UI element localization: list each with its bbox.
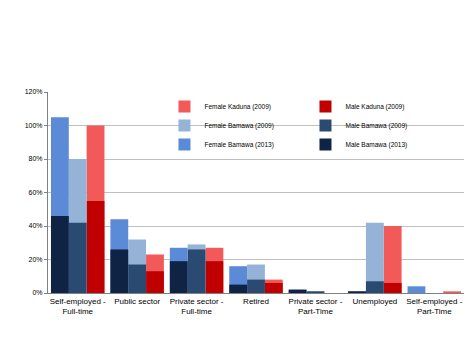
svg-text:Female Kaduna (2009): Female Kaduna (2009) bbox=[204, 103, 270, 111]
svg-text:Private sector -Part-Time: Private sector -Part-Time bbox=[289, 297, 343, 316]
svg-text:Female Bamawa (2009): Female Bamawa (2009) bbox=[204, 122, 273, 130]
svg-text:Self-employed -Part-Time: Self-employed -Part-Time bbox=[406, 297, 462, 316]
svg-text:80%: 80% bbox=[29, 155, 43, 162]
svg-text:Male Kaduna (2009): Male Kaduna (2009) bbox=[345, 103, 404, 111]
svg-text:40%: 40% bbox=[29, 222, 43, 229]
svg-text:Private sector -Full-time: Private sector -Full-time bbox=[170, 297, 224, 316]
svg-text:20%: 20% bbox=[29, 256, 43, 263]
svg-text:Public sector: Public sector bbox=[114, 297, 160, 306]
svg-text:Retired: Retired bbox=[243, 297, 269, 306]
svg-text:Unemployed: Unemployed bbox=[352, 297, 397, 306]
svg-text:Male Bamawa (2009): Male Bamawa (2009) bbox=[345, 122, 407, 130]
svg-text:120%: 120% bbox=[25, 88, 43, 95]
svg-text:Male Bamawa (2013): Male Bamawa (2013) bbox=[345, 141, 407, 149]
svg-text:60%: 60% bbox=[29, 189, 43, 196]
svg-text:Female Bamawa (2013): Female Bamawa (2013) bbox=[204, 141, 273, 149]
svg-text:0%: 0% bbox=[32, 289, 42, 296]
svg-text:100%: 100% bbox=[25, 122, 43, 129]
svg-text:Self-employed -Full-time: Self-employed -Full-time bbox=[50, 297, 106, 316]
